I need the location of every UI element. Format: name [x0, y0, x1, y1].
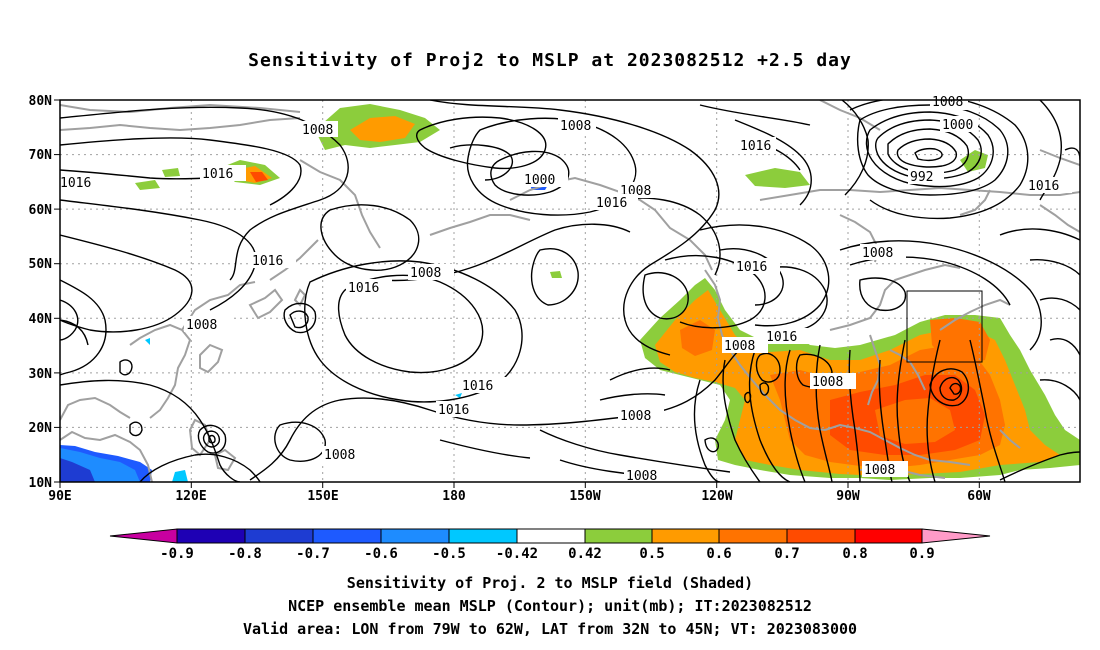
- contour-label: 1008: [410, 266, 441, 281]
- contour-label: 1016: [438, 403, 469, 418]
- contour-label: 1008: [620, 409, 651, 424]
- colorbar-segment: [584, 528, 653, 544]
- colorbar-label: -0.5: [432, 546, 466, 562]
- lat-label: 50N: [29, 257, 53, 272]
- colorbar: [109, 528, 991, 544]
- lat-label: 30N: [29, 367, 53, 382]
- lat-label: 10N: [29, 476, 53, 491]
- contour-label: 992: [910, 170, 933, 185]
- contour-label: 1008: [862, 246, 893, 261]
- contour-label: 1008: [812, 375, 843, 390]
- lat-label: 80N: [29, 94, 53, 109]
- shading-layer: [60, 104, 1080, 482]
- contour-labels: 1008 1008 1016 1016 1008 1000 1008 1016 …: [60, 95, 1060, 484]
- contour-label: 1016: [60, 176, 91, 191]
- contour-label: 1008: [864, 463, 895, 478]
- colorbar-segment: [718, 528, 788, 544]
- valid-area-box: [906, 290, 983, 363]
- contour-label: 1008: [302, 123, 333, 138]
- lat-label: 60N: [29, 203, 53, 218]
- lon-label: 150W: [569, 489, 600, 504]
- caption-line: Sensitivity of Proj. 2 to MSLP field (Sh…: [346, 574, 754, 592]
- contour-label: 1008: [560, 119, 591, 134]
- plot-frame: [59, 99, 1081, 483]
- colorbar-label: 0.6: [706, 546, 731, 562]
- colorbar-label: -0.9: [160, 546, 194, 562]
- contour-label: 1008: [932, 95, 963, 110]
- lon-label: 120E: [175, 489, 206, 504]
- lat-label: 40N: [29, 312, 53, 327]
- contour-label: 1008: [186, 318, 217, 333]
- contour-label: 1016: [736, 260, 767, 275]
- caption-block: Sensitivity of Proj. 2 to MSLP field (Sh…: [0, 572, 1100, 641]
- colorbar-labels: -0.9 -0.8 -0.7 -0.6 -0.5 -0.42 0.42 0.5 …: [160, 546, 935, 562]
- colorbar-label: 0.5: [639, 546, 664, 562]
- contour-label: 1016: [202, 167, 233, 182]
- colorbar-segment-high-end: [921, 528, 991, 544]
- colorbar-label: -0.42: [496, 546, 538, 562]
- colorbar-label: 0.9: [909, 546, 934, 562]
- longitude-axis: 90E 120E 150E 180 150W 120W 90W 60W: [48, 489, 991, 504]
- colorbar-label: 0.8: [842, 546, 867, 562]
- contour-label: 1008: [724, 339, 755, 354]
- colorbar-segment: [176, 528, 246, 544]
- contour-label: 1016: [348, 281, 379, 296]
- lat-label: 70N: [29, 148, 53, 163]
- latitude-axis: 80N 70N 60N 50N 40N 30N 20N 10N: [29, 94, 53, 491]
- lon-label: 60W: [967, 489, 991, 504]
- contour-label: 1016: [596, 196, 627, 211]
- lat-label: 20N: [29, 421, 53, 436]
- colorbar-label: 0.7: [774, 546, 799, 562]
- colorbar-segment: [651, 528, 720, 544]
- lon-label: 180: [442, 489, 466, 504]
- colorbar-segment: [380, 528, 450, 544]
- colorbar-label: 0.42: [568, 546, 602, 562]
- grid: [60, 100, 1080, 482]
- colorbar-label: -0.7: [296, 546, 330, 562]
- colorbar-segment: [244, 528, 314, 544]
- lat-ticks: [54, 99, 980, 488]
- colorbar-segment-low-end: [109, 528, 178, 544]
- contour-label: 1000: [942, 118, 973, 133]
- contour-label: 1016: [740, 139, 771, 154]
- colorbar-segment: [448, 528, 518, 544]
- contour-label: 1008: [626, 469, 657, 484]
- contour-label: 1016: [252, 254, 283, 269]
- colorbar-label: -0.6: [364, 546, 398, 562]
- contour-label: 1016: [462, 379, 493, 394]
- lon-label: 90W: [836, 489, 860, 504]
- map-title: Sensitivity of Proj2 to MSLP at 20230825…: [248, 50, 852, 71]
- contour-label: 1016: [1028, 179, 1059, 194]
- contour-label: 1016: [766, 330, 797, 345]
- colorbar-segment: [786, 528, 856, 544]
- colorbar-segment: [516, 528, 586, 544]
- caption-line: NCEP ensemble mean MSLP (Contour); unit(…: [288, 597, 812, 615]
- contour-label: 1008: [324, 448, 355, 463]
- lon-label: 90E: [48, 489, 71, 504]
- lon-label: 120W: [701, 489, 732, 504]
- caption-line: Valid area: LON from 79W to 62W, LAT fro…: [242, 620, 858, 638]
- lon-label: 150E: [307, 489, 338, 504]
- contour-label: 1000: [524, 173, 555, 188]
- colorbar-segment: [312, 528, 382, 544]
- colorbar-label: -0.8: [228, 546, 262, 562]
- mslp-contours: [60, 100, 1080, 482]
- colorbar-segment: [854, 528, 923, 544]
